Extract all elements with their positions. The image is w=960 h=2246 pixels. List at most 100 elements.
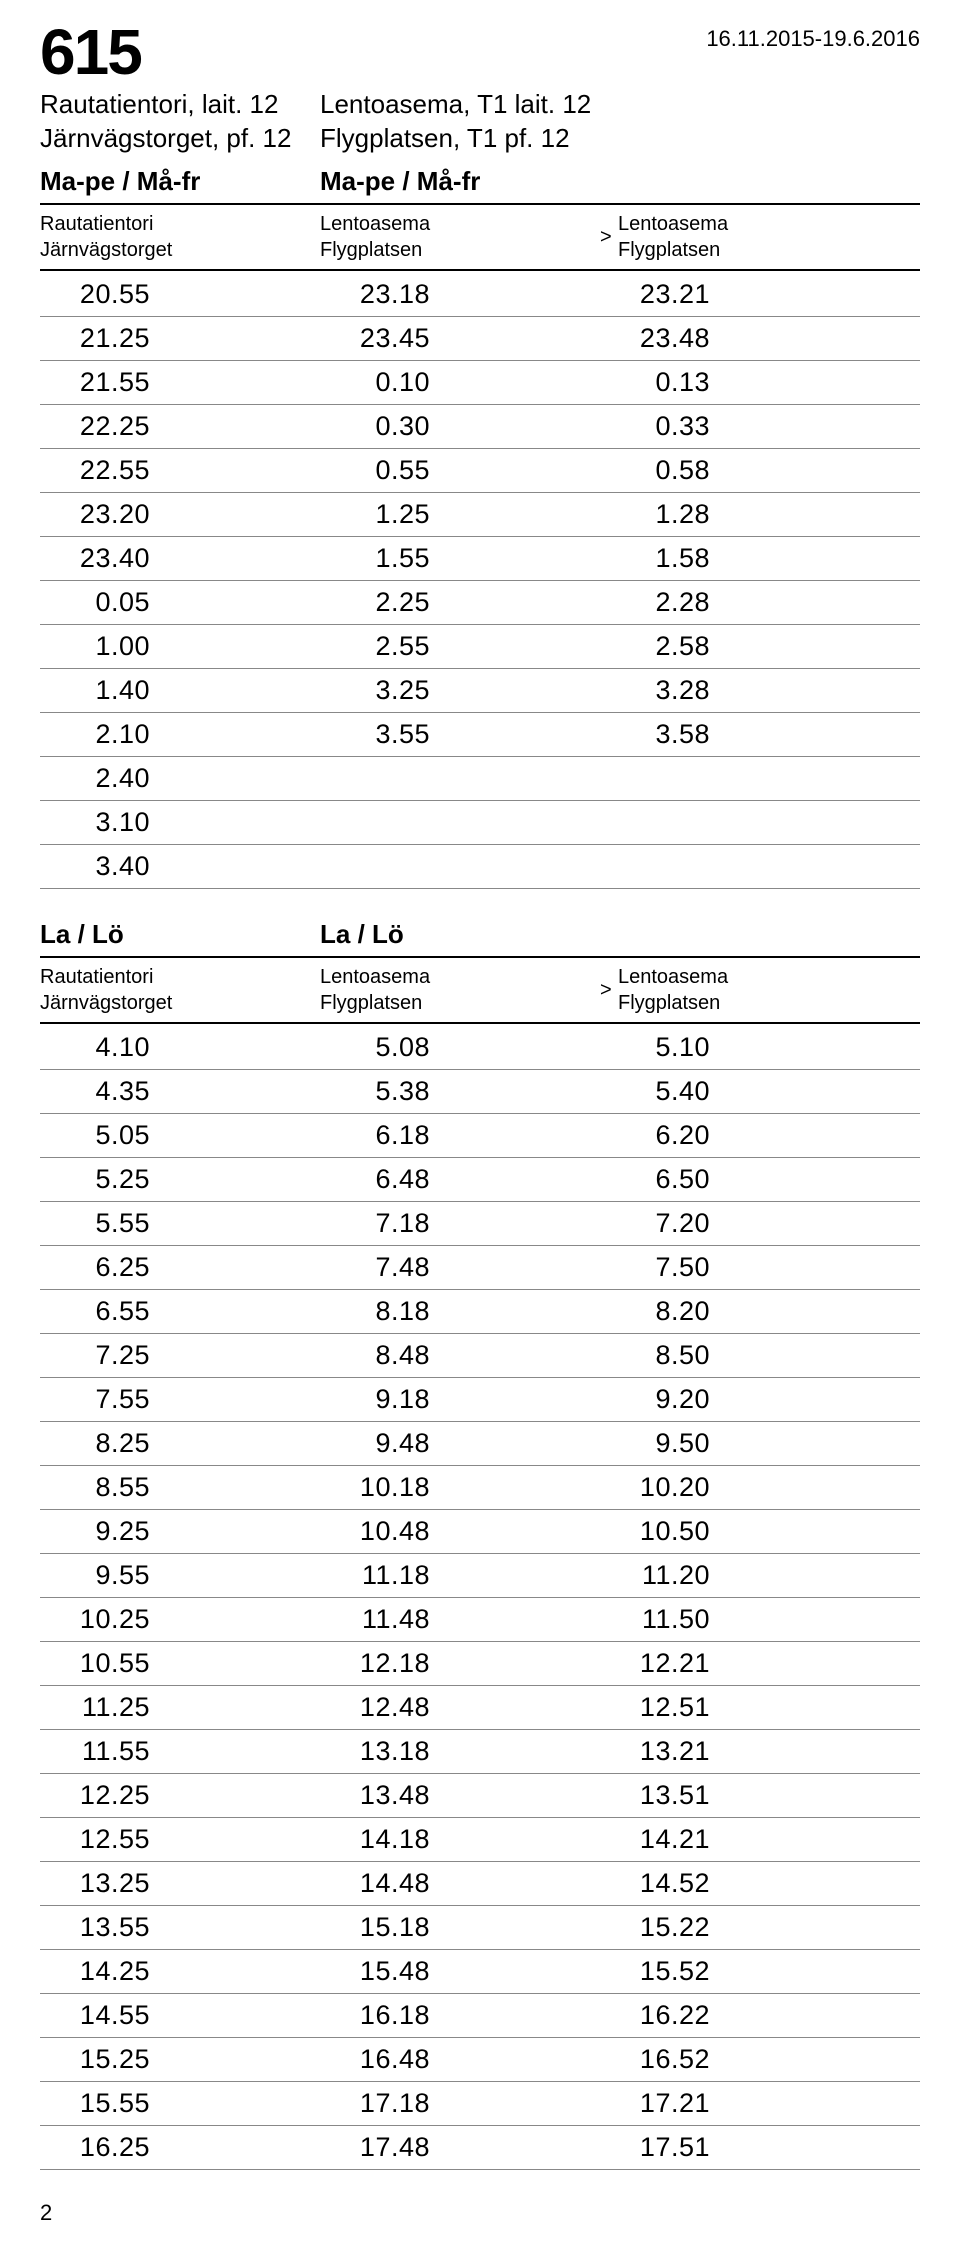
table-row: 11.2512.4812.51 xyxy=(40,1686,920,1730)
head-a2-line2: Järnvägstorget xyxy=(40,990,172,1016)
time-cell: 12.18 xyxy=(320,1642,600,1685)
time-cell: 0.30 xyxy=(320,405,600,448)
time-cell: 11.50 xyxy=(600,1598,880,1641)
date-range: 16.11.2015-19.6.2016 xyxy=(706,26,920,52)
stop-b-line2: Flygplatsen, T1 pf. 12 xyxy=(320,122,600,156)
table-row: 10.5512.1812.21 xyxy=(40,1642,920,1686)
time-cell: 15.18 xyxy=(320,1906,600,1949)
time-cell: 13.55 xyxy=(40,1906,320,1949)
time-cell: 1.00 xyxy=(40,625,320,668)
stop-a: Rautatientori, lait. 12 Järnvägstorget, … xyxy=(40,88,320,156)
time-cell: 6.48 xyxy=(320,1158,600,1201)
table-row: 6.257.487.50 xyxy=(40,1246,920,1290)
time-cell: 16.18 xyxy=(320,1994,600,2037)
time-cell xyxy=(320,845,600,888)
time-cell: 14.21 xyxy=(600,1818,880,1861)
time-cell: 4.10 xyxy=(40,1026,320,1069)
time-cell: 0.10 xyxy=(320,361,600,404)
time-cell: 8.55 xyxy=(40,1466,320,1509)
time-cell xyxy=(320,757,600,800)
table-row: 2.103.553.58 xyxy=(40,713,920,757)
time-cell: 6.55 xyxy=(40,1290,320,1333)
time-cell: 16.25 xyxy=(40,2126,320,2169)
table-row: 6.558.188.20 xyxy=(40,1290,920,1334)
table-row: 4.105.085.10 xyxy=(40,1026,920,1070)
time-cell: 5.38 xyxy=(320,1070,600,1113)
days-b-2: La / Lö xyxy=(320,919,600,950)
head-c2-line1: Lentoasema xyxy=(618,964,728,990)
time-cell: 9.20 xyxy=(600,1378,880,1421)
head-c-line2: Flygplatsen xyxy=(618,237,728,263)
col-head-b: Lentoasema Flygplatsen xyxy=(320,211,600,263)
time-cell: 16.48 xyxy=(320,2038,600,2081)
time-cell: 8.50 xyxy=(600,1334,880,1377)
time-cell: 15.52 xyxy=(600,1950,880,1993)
time-cell xyxy=(320,801,600,844)
time-cell: 6.50 xyxy=(600,1158,880,1201)
time-cell: 23.45 xyxy=(320,317,600,360)
col-head-c: > Lentoasema Flygplatsen xyxy=(600,211,880,263)
time-cell: 15.25 xyxy=(40,2038,320,2081)
table-row: 9.2510.4810.50 xyxy=(40,1510,920,1554)
time-cell: 23.40 xyxy=(40,537,320,580)
table-row: 16.2517.4817.51 xyxy=(40,2126,920,2170)
time-cell: 20.55 xyxy=(40,273,320,316)
time-cell: 2.40 xyxy=(40,757,320,800)
time-cell: 5.10 xyxy=(600,1026,880,1069)
time-cell: 22.25 xyxy=(40,405,320,448)
time-cell: 12.25 xyxy=(40,1774,320,1817)
stop-a-line1: Rautatientori, lait. 12 xyxy=(40,88,320,122)
table-row: 1.002.552.58 xyxy=(40,625,920,669)
head-c2-line2: Flygplatsen xyxy=(618,990,728,1016)
time-cell: 0.05 xyxy=(40,581,320,624)
table-row: 13.2514.4814.52 xyxy=(40,1862,920,1906)
time-cell: 14.52 xyxy=(600,1862,880,1905)
time-cell: 1.55 xyxy=(320,537,600,580)
time-cell xyxy=(600,757,880,800)
time-cell: 0.55 xyxy=(320,449,600,492)
time-cell: 7.25 xyxy=(40,1334,320,1377)
table-row: 12.2513.4813.51 xyxy=(40,1774,920,1818)
head-b2-line2: Flygplatsen xyxy=(320,990,430,1016)
time-cell: 12.48 xyxy=(320,1686,600,1729)
time-cell: 9.48 xyxy=(320,1422,600,1465)
time-cell: 15.55 xyxy=(40,2082,320,2125)
time-cell xyxy=(600,845,880,888)
time-cell: 23.21 xyxy=(600,273,880,316)
time-cell: 11.20 xyxy=(600,1554,880,1597)
time-cell: 21.55 xyxy=(40,361,320,404)
table-row: 8.5510.1810.20 xyxy=(40,1466,920,1510)
table-row: 8.259.489.50 xyxy=(40,1422,920,1466)
table-row: 0.052.252.28 xyxy=(40,581,920,625)
time-cell: 10.50 xyxy=(600,1510,880,1553)
time-cell: 13.21 xyxy=(600,1730,880,1773)
time-cell: 7.18 xyxy=(320,1202,600,1245)
table-row: 7.258.488.50 xyxy=(40,1334,920,1378)
col-head-c-2: > Lentoasema Flygplatsen xyxy=(600,964,880,1016)
table-row: 1.403.253.28 xyxy=(40,669,920,713)
time-cell: 7.50 xyxy=(600,1246,880,1289)
time-cell: 8.20 xyxy=(600,1290,880,1333)
arrow-icon-2: > xyxy=(600,977,618,1003)
table-row: 10.2511.4811.50 xyxy=(40,1598,920,1642)
timetable-1: 20.5523.1823.2121.2523.4523.4821.550.100… xyxy=(40,273,920,889)
time-cell: 3.10 xyxy=(40,801,320,844)
table-row: 23.401.551.58 xyxy=(40,537,920,581)
time-cell: 0.13 xyxy=(600,361,880,404)
time-cell: 13.48 xyxy=(320,1774,600,1817)
table-row: 22.250.300.33 xyxy=(40,405,920,449)
time-cell: 10.25 xyxy=(40,1598,320,1641)
time-cell: 14.18 xyxy=(320,1818,600,1861)
table-row: 4.355.385.40 xyxy=(40,1070,920,1114)
time-cell: 10.55 xyxy=(40,1642,320,1685)
time-cell: 7.20 xyxy=(600,1202,880,1245)
time-cell: 2.58 xyxy=(600,625,880,668)
time-cell: 16.22 xyxy=(600,1994,880,2037)
time-cell: 3.40 xyxy=(40,845,320,888)
time-cell: 7.55 xyxy=(40,1378,320,1421)
time-cell: 1.28 xyxy=(600,493,880,536)
time-cell: 16.52 xyxy=(600,2038,880,2081)
time-cell: 17.48 xyxy=(320,2126,600,2169)
time-cell: 6.20 xyxy=(600,1114,880,1157)
days-b: Ma-pe / Må-fr xyxy=(320,166,600,197)
